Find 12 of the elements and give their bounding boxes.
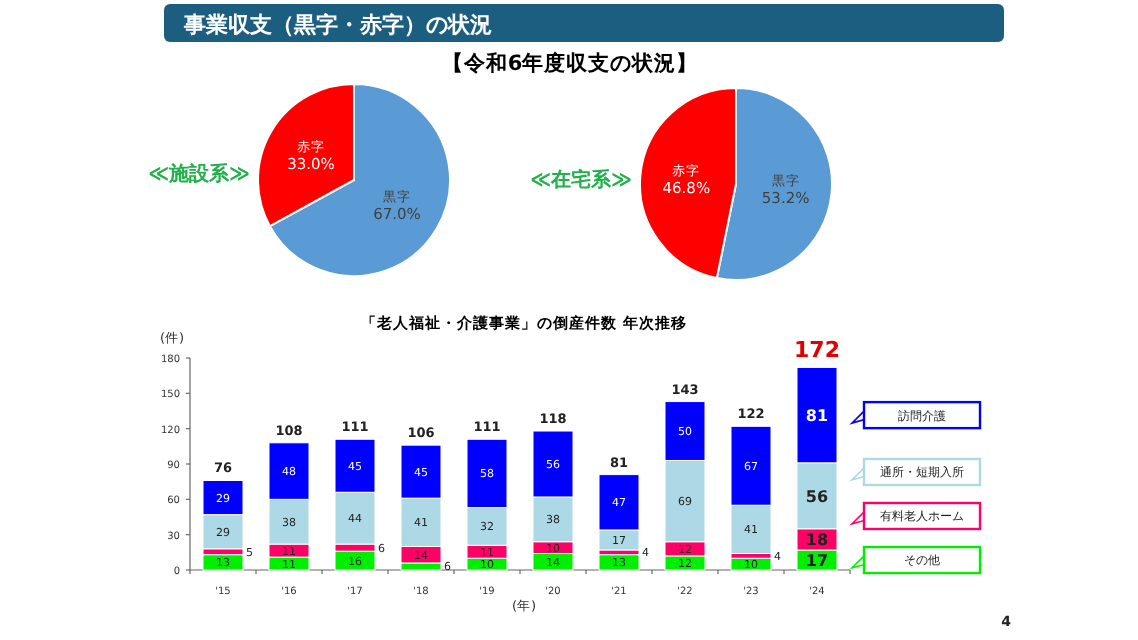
data-label: 18 xyxy=(805,531,829,550)
text: 【令和6年度収支の状況】 xyxy=(441,50,699,76)
chart-title: 事業収支（黒字・赤字）の状況 xyxy=(182,12,492,38)
bar xyxy=(202,554,244,571)
data-label: 56 xyxy=(805,487,829,506)
bar xyxy=(334,550,376,571)
text: ≪施設系≫ xyxy=(148,162,250,186)
total-label: 172 xyxy=(794,337,840,364)
bar xyxy=(598,554,640,571)
data-label: 17 xyxy=(805,551,829,570)
text: ≪在宅系≫ xyxy=(530,168,632,192)
data-label: 81 xyxy=(805,407,829,426)
